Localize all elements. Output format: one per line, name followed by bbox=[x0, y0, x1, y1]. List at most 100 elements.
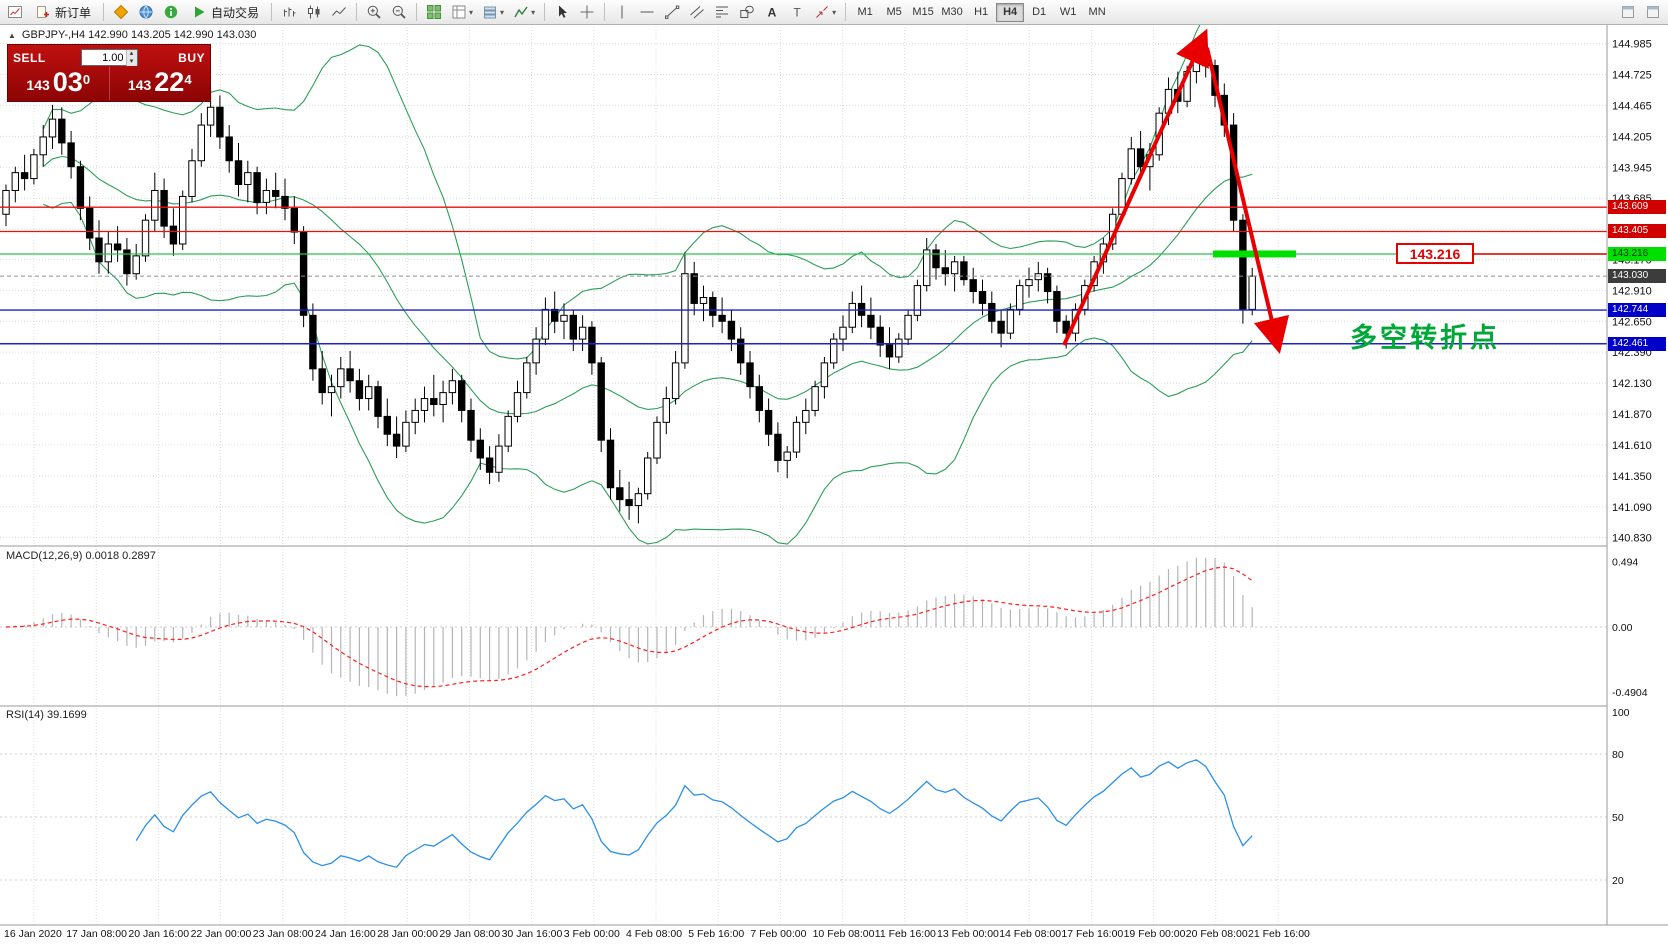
new-order-button[interactable]: 新订单 bbox=[28, 2, 98, 23]
buy-price-button[interactable]: 143 22 4 bbox=[110, 67, 211, 100]
bollinger-bands bbox=[42, 0, 1253, 545]
crosshair-icon bbox=[579, 4, 595, 20]
timeframe-M1[interactable]: M1 bbox=[857, 6, 873, 18]
svg-text:141.350: 141.350 bbox=[1612, 471, 1652, 483]
volume-up-icon[interactable]: ▴ bbox=[126, 49, 137, 58]
rsi-line bbox=[135, 759, 1253, 868]
zoom-out-icon bbox=[391, 4, 407, 20]
new-order-button-label: 新订单 bbox=[55, 5, 92, 20]
vertical-line-icon[interactable] bbox=[610, 2, 634, 23]
candlestick-chart-icon[interactable] bbox=[302, 2, 326, 23]
crosshair-icon[interactable] bbox=[575, 2, 599, 23]
tile-windows-icon[interactable] bbox=[422, 2, 446, 23]
svg-text:0.494: 0.494 bbox=[1612, 556, 1638, 568]
timeframe-H1[interactable]: H1 bbox=[974, 6, 989, 18]
sell-button-label[interactable]: SELL bbox=[13, 50, 46, 65]
svg-text:0.00: 0.00 bbox=[1612, 622, 1633, 634]
svg-text:3 Feb 00:00: 3 Feb 00:00 bbox=[564, 928, 620, 940]
dropdown-caret-icon: ▾ bbox=[531, 7, 536, 17]
timeframe-M15[interactable]: M15 bbox=[912, 6, 934, 18]
volume-input[interactable] bbox=[81, 50, 126, 65]
timeframe-M5[interactable]: M5 bbox=[886, 6, 902, 18]
trend-arrow-up[interactable] bbox=[1062, 28, 1209, 346]
trend-arrow-down[interactable] bbox=[1205, 47, 1290, 355]
volume-down-icon[interactable]: ▾ bbox=[126, 57, 137, 66]
svg-text:143.425: 143.425 bbox=[1612, 224, 1652, 236]
text-icon[interactable]: A bbox=[760, 2, 784, 23]
shapes-icon bbox=[739, 4, 755, 20]
fibonacci-icon[interactable] bbox=[710, 2, 734, 23]
zoom-in-icon bbox=[366, 4, 382, 20]
turning-point-annotation[interactable]: 多空转折点 bbox=[1350, 323, 1500, 353]
zoom-out-icon[interactable] bbox=[387, 2, 411, 23]
macd-histogram bbox=[14, 557, 1253, 697]
text-label-icon: T bbox=[789, 4, 805, 20]
horizontal-line-icon[interactable] bbox=[635, 2, 659, 23]
toolbar-separator bbox=[845, 3, 847, 21]
trendline-icon bbox=[664, 4, 680, 20]
autotrading-button[interactable]: 自动交易 bbox=[184, 2, 266, 23]
price-callout-box[interactable]: 143.216 bbox=[1396, 243, 1474, 264]
toolbar-separator bbox=[103, 3, 105, 21]
buy-button-label[interactable]: BUY bbox=[178, 50, 205, 65]
line-chart-icon[interactable] bbox=[327, 2, 351, 23]
time-axis[interactable]: 16 Jan 2020 17 Jan 08:00 20 Jan 16:00 22 Ja… bbox=[4, 928, 1310, 940]
toolbar-extra-icon-1-glyph bbox=[1620, 4, 1636, 20]
dropdown-caret-icon: ▾ bbox=[500, 7, 505, 17]
dropdown-caret-icon: ▾ bbox=[469, 7, 474, 17]
profiles-icon[interactable]: ▾ bbox=[478, 2, 508, 23]
timeframe-MN[interactable]: MN bbox=[1088, 6, 1106, 18]
toolbar-extra-icon-2[interactable] bbox=[1641, 2, 1665, 23]
svg-text:14 Feb 08:00: 14 Feb 08:00 bbox=[999, 928, 1061, 940]
svg-text:17 Jan 08:00: 17 Jan 08:00 bbox=[66, 928, 127, 940]
svg-text:11 Feb 16:00: 11 Feb 16:00 bbox=[875, 928, 936, 940]
rsi-indicator-label: RSI(14) 39.1699 bbox=[6, 709, 87, 721]
toolbar-separator bbox=[356, 3, 358, 21]
svg-text:5 Feb 16:00: 5 Feb 16:00 bbox=[688, 928, 744, 940]
bollinger-middle bbox=[42, 155, 1253, 415]
toolbar-extra-icon-2-glyph bbox=[1645, 4, 1661, 20]
svg-text:10 Feb 08:00: 10 Feb 08:00 bbox=[813, 928, 875, 940]
bar-chart-icon[interactable] bbox=[277, 2, 301, 23]
equidistant-channel-icon[interactable] bbox=[685, 2, 709, 23]
timeframe-H4[interactable]: H4 bbox=[996, 2, 1025, 22]
trendline-icon[interactable] bbox=[660, 2, 684, 23]
svg-text:142.910: 142.910 bbox=[1612, 285, 1652, 297]
new-chart-icon[interactable] bbox=[3, 2, 27, 23]
shapes-icon[interactable] bbox=[735, 2, 759, 23]
order-panel-header-row: SELL ▴ ▾ BUY bbox=[8, 45, 210, 67]
timeframe-M30[interactable]: M30 bbox=[941, 6, 963, 18]
svg-text:24 Jan 16:00: 24 Jan 16:00 bbox=[315, 928, 376, 940]
toolbar-extra-icon-1[interactable] bbox=[1616, 2, 1640, 23]
svg-text:19 Feb 00:00: 19 Feb 00:00 bbox=[1124, 928, 1186, 940]
news-icon[interactable] bbox=[159, 2, 183, 23]
volume-spinner: ▴ ▾ bbox=[125, 49, 137, 66]
profiles-icon bbox=[482, 4, 498, 20]
svg-text:4 Feb 08:00: 4 Feb 08:00 bbox=[626, 928, 682, 940]
svg-text:7 Feb 00:00: 7 Feb 00:00 bbox=[750, 928, 806, 940]
timeframe-D1[interactable]: D1 bbox=[1032, 6, 1047, 18]
community-icon[interactable] bbox=[134, 2, 158, 23]
zoom-in-icon[interactable] bbox=[362, 2, 386, 23]
news-icon bbox=[163, 4, 179, 20]
macd-axis: 0.494 0.00 -0.4904 bbox=[1612, 556, 1648, 699]
svg-text:T: T bbox=[793, 6, 801, 20]
svg-text:28 Jan 00:00: 28 Jan 00:00 bbox=[377, 928, 438, 940]
toolbar-separator bbox=[416, 3, 418, 21]
macd-signal-line bbox=[5, 566, 1253, 688]
oneclick-collapse-icon[interactable]: ▲ bbox=[8, 30, 16, 40]
timeframe-W1[interactable]: W1 bbox=[1059, 6, 1077, 18]
sell-price-button[interactable]: 143 03 0 bbox=[8, 67, 110, 100]
indicators-icon[interactable]: ▾ bbox=[509, 2, 539, 23]
metaquotes-icon[interactable] bbox=[109, 2, 133, 23]
svg-text:-0.4904: -0.4904 bbox=[1612, 687, 1648, 699]
volume-input-wrap: ▴ ▾ bbox=[80, 49, 138, 66]
arrows-icon bbox=[814, 4, 830, 20]
svg-text:17 Feb 16:00: 17 Feb 16:00 bbox=[1061, 928, 1123, 940]
arrows-icon[interactable]: ▾ bbox=[810, 2, 840, 23]
new-window-icon[interactable]: ▾ bbox=[447, 2, 477, 23]
cursor-icon[interactable] bbox=[550, 2, 574, 23]
svg-text:143.170: 143.170 bbox=[1612, 254, 1652, 266]
text-label-icon[interactable]: T bbox=[785, 2, 809, 23]
